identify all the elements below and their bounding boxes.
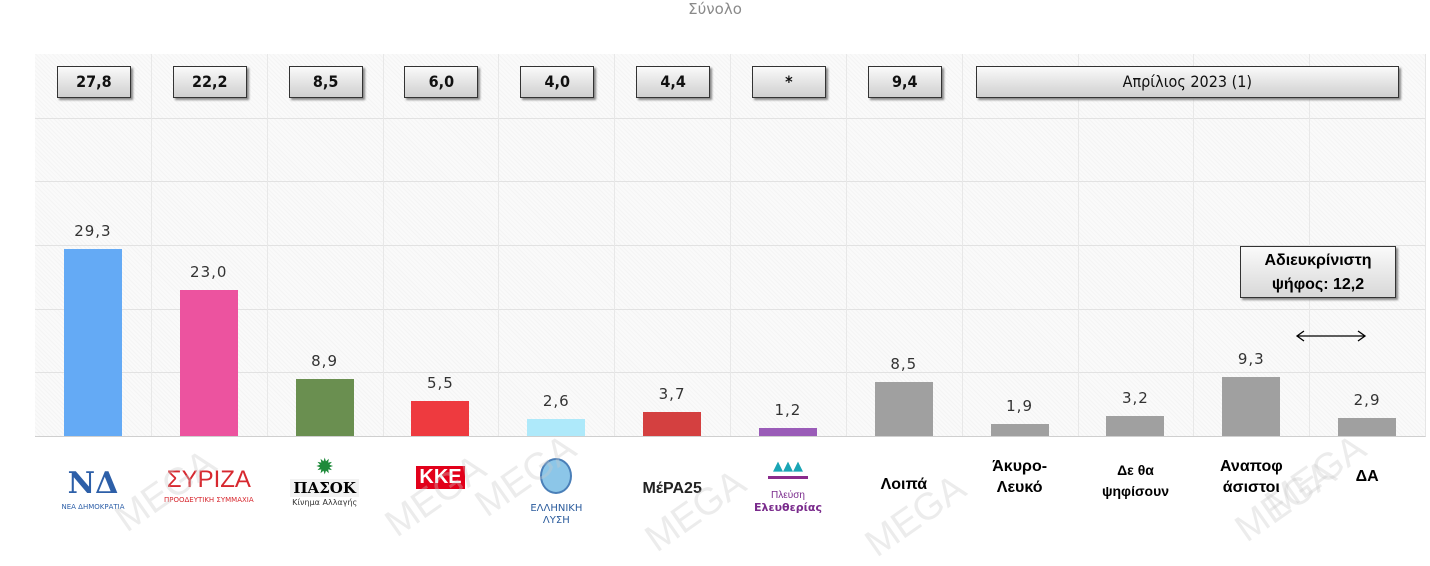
party-logo: ΕΛΛΗΝΙΚΗ ΛΥΣΗ	[498, 458, 614, 527]
plot-area: 29,3 23,0 8,9 5,5 2,6 3,7 1,2 8,5 1,9 3,2 9,3 2,9 27…	[35, 54, 1426, 437]
comparison-value-box: 27,8	[56, 66, 131, 98]
data-label: 1,9	[1006, 396, 1033, 415]
logo-subtext: Κίνημα Αλλαγής	[292, 498, 358, 507]
logo-text: ΣΥΡΙΖΑ	[166, 466, 251, 493]
column-divider	[382, 54, 384, 436]
data-label: 2,6	[542, 392, 570, 411]
comparison-value-box: 4,4	[636, 66, 711, 98]
category-label-line: Άκυρο-	[992, 458, 1048, 475]
comparison-value-box: 22,2	[172, 66, 247, 98]
category-label-line: ΔΑ	[1355, 468, 1379, 485]
bar	[643, 412, 702, 436]
column-divider	[845, 54, 847, 436]
comparison-value-box: 8,5	[288, 66, 363, 98]
data-label: 8,9	[311, 352, 338, 371]
party-logo: ▲▲▲ Πλεύση Ελευθερίας	[730, 458, 846, 514]
column-divider	[961, 54, 963, 436]
category-label-line: Αναποφ	[1219, 458, 1283, 475]
data-label: 29,3	[74, 222, 112, 241]
comparison-value-box: 6,0	[404, 66, 479, 98]
party-logo: ΝΔ ΝΕΑ ΔΗΜΟΚΡΑΤΙΑ	[35, 458, 151, 513]
category-label-line: άσιστοι	[1222, 479, 1280, 496]
data-label: 3,7	[658, 385, 686, 404]
bar	[1338, 417, 1397, 436]
category-label-line: Λοιπά	[880, 476, 928, 493]
comparison-value-box: 4,0	[520, 66, 595, 98]
column-divider	[1077, 54, 1079, 436]
category-label-line: Δε θα	[1117, 462, 1154, 478]
ship-icon: ▲▲▲	[768, 458, 808, 479]
sun-icon: ✹	[315, 455, 334, 480]
column-divider	[1309, 54, 1311, 436]
logo-text: ΝΔ	[67, 466, 119, 501]
comparison-value-box: 9,4	[867, 66, 942, 98]
logo-text: ΜέΡΑ25	[642, 480, 702, 497]
bar	[63, 249, 122, 436]
logo-subtext: ΛΥΣΗ	[542, 515, 570, 526]
logo-text: ΕΛΛΗΝΙΚΗ	[530, 503, 583, 514]
logo-text: Πλεύση	[771, 490, 805, 501]
logo-subtext: Ελευθερίας	[754, 501, 822, 514]
annotation-line1: Αδιευκρίνιστη	[1264, 252, 1372, 269]
bar	[1222, 376, 1281, 436]
bar	[527, 419, 586, 436]
category-label-line: Λευκό	[996, 479, 1043, 496]
comparison-value-box: *	[751, 66, 826, 98]
logo-text: ΠΑΣΟΚ	[290, 479, 359, 497]
comparison-period-label: Απρίλιος 2023 (1)	[975, 66, 1399, 98]
category-label: Αναποφ άσιστοι	[1193, 456, 1309, 498]
category-label: Άκυρο- Λευκό	[962, 456, 1078, 498]
data-label: 3,2	[1121, 388, 1149, 407]
annotation-box: Αδιευκρίνιστη ψήφος: 12,2	[1240, 246, 1396, 298]
column-divider	[498, 54, 500, 436]
annotation-line2: ψήφος: 12,2	[1271, 276, 1365, 293]
bar	[758, 428, 817, 436]
category-label: ΔΑ	[1309, 466, 1425, 487]
column-divider	[1193, 54, 1195, 436]
compass-icon	[540, 458, 573, 494]
double-arrow-icon	[1295, 330, 1367, 342]
column-divider	[614, 54, 616, 436]
column-divider	[730, 54, 731, 436]
bar	[295, 379, 354, 436]
bar	[1106, 415, 1165, 436]
category-label: Λοιπά	[846, 474, 962, 495]
logo-subtext: ΠΡΟΟΔΕΥΤΙΚΗ ΣΥΜΜΑΧΙΑ	[164, 496, 254, 504]
category-label: Δε θα ψηφίσουν	[1078, 460, 1194, 502]
party-logo: ✹ ΠΑΣΟΚ Κίνημα Αλλαγής	[267, 455, 383, 509]
bar	[990, 423, 1049, 436]
party-logo: ΚΚΕ	[383, 458, 499, 489]
bar	[411, 400, 470, 436]
data-label: 9,3	[1237, 349, 1265, 368]
logo-subtext: ΝΕΑ ΔΗΜΟΚΡΑΤΙΑ	[61, 503, 125, 511]
data-label: 1,2	[774, 401, 802, 420]
bar	[179, 289, 238, 436]
data-label: 8,5	[890, 354, 918, 373]
data-label: 23,0	[190, 262, 228, 281]
chart-title: Σύνολο	[688, 0, 742, 18]
data-label: 5,5	[426, 373, 454, 392]
party-logo: ΣΥΡΙΖΑ ΠΡΟΟΔΕΥΤΙΚΗ ΣΥΜΜΑΧΙΑ	[151, 458, 267, 506]
column-divider	[266, 54, 268, 436]
party-logo: ΜέΡΑ25	[614, 458, 730, 498]
bar	[874, 381, 933, 436]
data-label: 2,9	[1353, 390, 1381, 409]
logo-text: ΚΚΕ	[416, 466, 465, 489]
category-label-line: ψηφίσουν	[1101, 483, 1170, 499]
column-divider	[150, 54, 152, 436]
